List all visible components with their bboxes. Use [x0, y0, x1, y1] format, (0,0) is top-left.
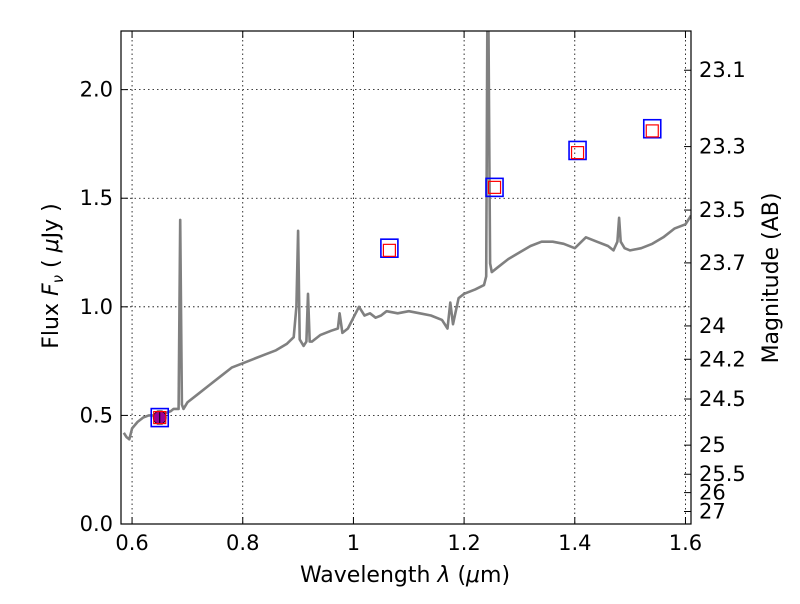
y2-tick-label: 23.1	[699, 58, 746, 82]
y2-tick-label: 24.5	[699, 387, 746, 411]
marker-blue-square	[642, 118, 662, 139]
x-axis-label-symbol: μ	[465, 563, 480, 588]
x-tick-label: 1.4	[558, 531, 591, 555]
y2-tick-label: 26	[699, 481, 726, 505]
y-tick-label: 1.0	[80, 295, 113, 319]
marker-red-square	[153, 410, 167, 425]
x-tick-label: 1.6	[669, 531, 702, 555]
x-tick-label: 0.8	[226, 531, 259, 555]
y2-tick-label: 23.3	[699, 135, 746, 159]
y-axis-label-symbol: μ	[39, 238, 64, 253]
marker-blue-square	[485, 177, 504, 198]
marker-blue-square	[568, 140, 587, 161]
y2-tick-label: 24.2	[699, 347, 746, 371]
y-tick-label: 0.5	[80, 403, 113, 427]
y2-tick-label: 27	[699, 500, 726, 524]
x-tick-label: 1.2	[447, 531, 480, 555]
grid-layer	[121, 31, 691, 525]
y2-tick-label: 23.7	[699, 251, 746, 275]
y-tick-label: 0.0	[80, 512, 113, 536]
marker-red-square	[487, 180, 502, 194]
marker-blue-square	[150, 407, 170, 428]
marker-blue-square	[380, 238, 399, 258]
y-axis-label-symbol: F	[39, 283, 64, 296]
y-tick-label: 1.5	[80, 186, 113, 210]
x-tick-label: 0.6	[115, 531, 148, 555]
marker-layer	[150, 118, 662, 428]
marker-red-square	[382, 243, 396, 257]
x-axis-label-text: m)	[480, 563, 510, 588]
x-axis-label-text: (	[450, 563, 466, 588]
x-axis-label-text: Wavelength	[300, 563, 438, 588]
y-axis-label-subscript: ν	[49, 275, 67, 283]
series-layer	[122, 31, 691, 441]
y2-tick-label: 23.5	[699, 198, 746, 222]
y-tick-label: 2.0	[80, 78, 113, 102]
y2-tick-label: 24	[699, 314, 726, 338]
series-line-model-spectrum	[122, 31, 691, 441]
y-axis-label-text: (	[39, 252, 64, 275]
y2-axis-label: Magnitude (AB)	[759, 193, 784, 364]
y-axis-label-text: Jy )	[39, 203, 64, 240]
y2-tick-label: 25	[699, 433, 726, 457]
x-axis-label: Wavelength λ (μm)	[300, 563, 510, 588]
tick-layer: 0.6 0.8 1 1.2 1.4 1.6 0.0 0.5 1.0 1.5 2.0 23.1 23.3 2…	[80, 31, 746, 555]
y-axis-label-text: Flux	[39, 296, 64, 349]
marker-red-square	[645, 124, 659, 138]
marker-red-square	[570, 146, 585, 160]
y2-tick-label: 25.5	[699, 462, 746, 486]
plot-frame	[120, 30, 692, 525]
x-axis-label-symbol: λ	[436, 563, 450, 588]
x-tick-label: 1	[347, 531, 360, 555]
y-axis-label: Flux Fν ( μJy )	[39, 203, 67, 348]
